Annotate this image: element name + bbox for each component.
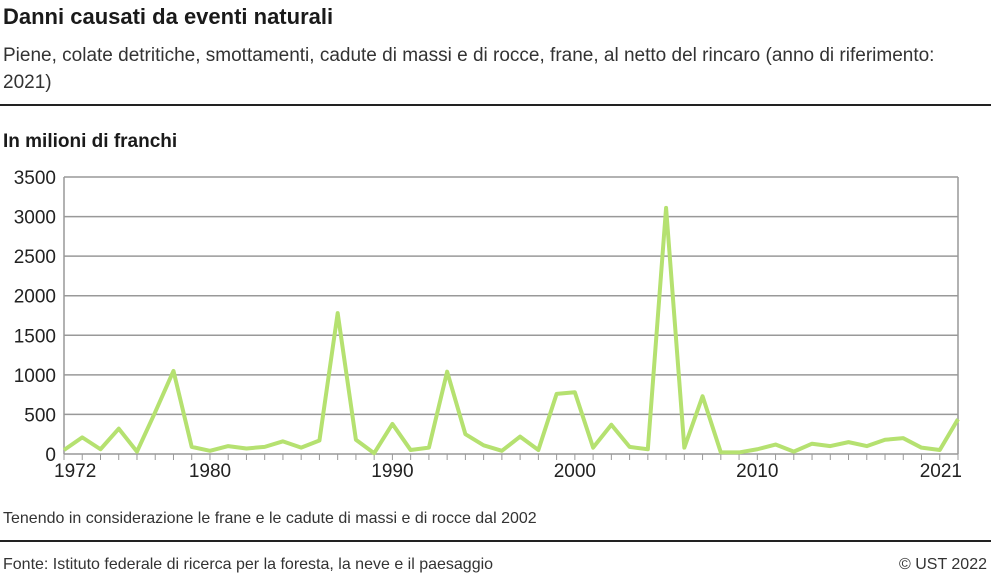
y-tick-label: 0 [45,445,56,466]
x-tick-label: 2021 [920,461,962,482]
chart-note: Tenendo in considerazione le frane e le … [3,510,537,527]
y-tick-label: 2000 [14,287,56,308]
x-tick-label: 1990 [371,461,413,482]
y-tick-label: 500 [24,405,56,426]
copyright: © UST 2022 [899,556,987,573]
line-chart: 0 500 1000 1500 2000 2500 3000 3500 1972 1980 1990… [14,168,962,482]
y-tick-label: 1500 [14,326,56,347]
x-tick-label: 1980 [189,461,231,482]
divider [0,540,991,542]
y-tick-label: 1000 [14,366,56,387]
x-tick-label: 1972 [54,461,96,482]
chart-subtitle: Piene, colate detritiche, smottamenti, c… [3,45,935,93]
y-tick-label: 2500 [14,247,56,268]
x-tick-label: 2000 [554,461,596,482]
y-tick-label: 3000 [14,208,56,229]
y-axis-label: In milioni di franchi [3,131,178,152]
divider [0,104,991,106]
data-line [62,205,960,456]
source: Fonte: Istituto federale di ricerca per … [3,556,494,573]
chart-title: Danni causati da eventi naturali [3,4,334,29]
y-tick-label: 3500 [14,168,56,189]
x-tick-label: 2010 [736,461,778,482]
